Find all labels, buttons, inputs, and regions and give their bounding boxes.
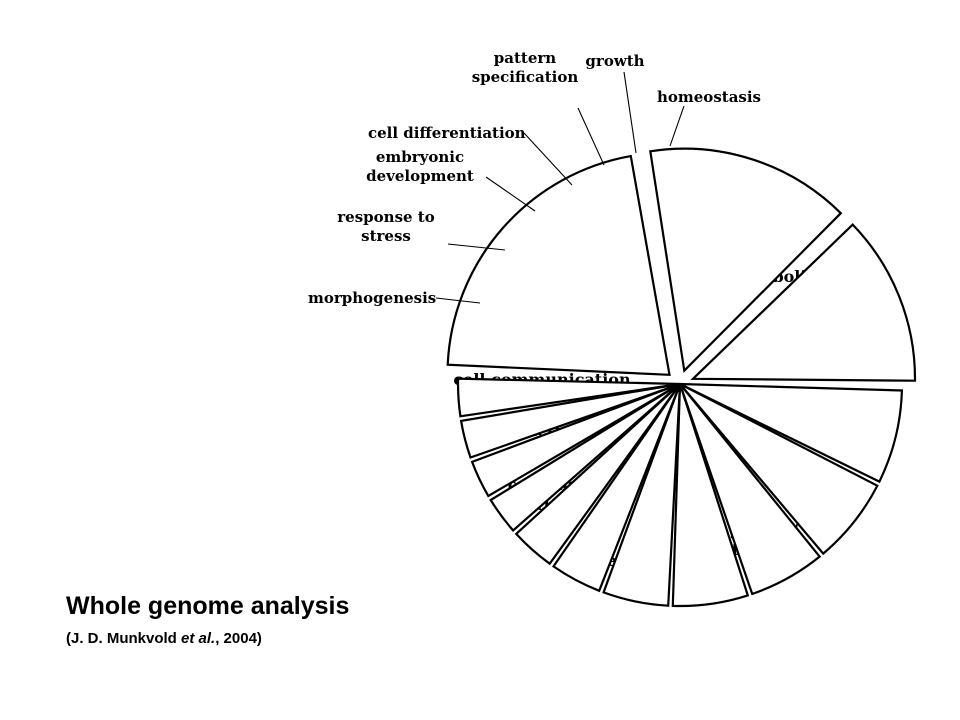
- slice-label: cell differentiation: [368, 124, 526, 142]
- slice-label: embryonic development: [366, 148, 474, 185]
- pie-slice-cell-differentiation: [489, 383, 681, 532]
- pie-slice-response-to-stimuli: [679, 383, 879, 556]
- pie-slice-response-to-stress: [551, 383, 682, 593]
- leader-line: [577, 107, 605, 166]
- pie-slice-homeostasis: [456, 377, 681, 418]
- chart-title: Whole genome analysis: [66, 592, 350, 620]
- chart-citation: (J. D. Munkvold et al., 2004): [66, 630, 262, 647]
- pie-slice-reproduction: [678, 383, 822, 596]
- pie-slice-morphogenesis: [602, 383, 682, 607]
- leader-line: [623, 71, 637, 154]
- citation-et-al: et al.: [181, 630, 216, 647]
- leader-line: [523, 132, 573, 186]
- citation-authors: (J. D. Munkvold: [66, 630, 182, 647]
- pie-slice-embryonic-development: [514, 383, 681, 566]
- pie-slice-cell-communication: [671, 383, 750, 608]
- slice-label: homeostasis: [657, 88, 761, 106]
- leader-line: [447, 243, 506, 251]
- pie-slice-death: [679, 382, 904, 484]
- leader-line: [435, 297, 481, 304]
- slice-label: morphogenesis: [308, 289, 436, 307]
- pie-slice-pattern-specification: [470, 382, 681, 498]
- pie-slice-other: [649, 147, 843, 374]
- leader-line: [669, 105, 685, 147]
- slice-label: pattern specification: [472, 49, 579, 86]
- pie-slice-metabolism: [446, 154, 671, 376]
- pie-slice-cell-growth-maintenance: [690, 223, 917, 382]
- leader-line: [485, 176, 536, 212]
- slice-label: growth: [585, 52, 644, 70]
- slice-label: response to stress: [337, 208, 434, 245]
- citation-year: , 2004): [215, 630, 262, 647]
- pie-slice-growth: [459, 382, 681, 459]
